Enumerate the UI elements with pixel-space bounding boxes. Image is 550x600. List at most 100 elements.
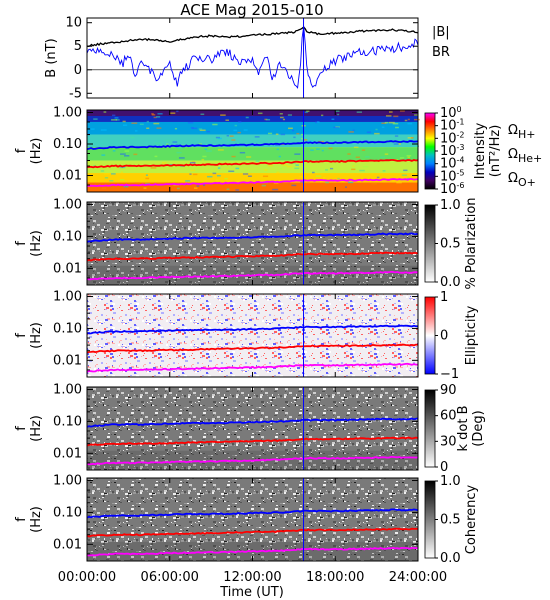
heatmap-cell [150,167,157,169]
colorbar-tick-label: 1 [440,290,448,305]
heatmap-cell [410,137,414,139]
x-tick-label: 18:00:00 [306,570,364,585]
heatmap-cell [231,139,236,141]
panel-b-field: -5 0 5 10 B (nT) |B| BR [44,16,450,102]
heatmap-cell [366,131,372,134]
heatmap-cell [267,132,273,135]
heatmap-band [87,147,418,161]
heatmap-cell [381,126,385,128]
colorbar-tick-label: 0.0 [440,275,461,290]
gyro-line-Oplus [86,178,419,188]
heatmap-cell [191,127,198,130]
heatmap-cell [234,124,238,127]
heatmap-cell [109,180,114,182]
heatmap-cell [91,128,95,130]
heatmap-cell [279,167,283,170]
colorbar-scale [424,112,436,190]
colorbar-scale [424,204,436,283]
colorbar-tick-label: 1.0 [440,474,461,489]
y-axis-label-unit: (Hz) [29,322,44,349]
gyro-line-Oplus [86,546,419,557]
heatmap-cell [291,143,294,146]
heatmap-cell [399,110,405,112]
gyro-line-Hplus [86,324,419,335]
heatmap-cell [154,142,161,145]
heatmap-cell [242,173,249,175]
heatmap-cell [192,173,198,176]
heatmap-cell [189,173,192,175]
heatmap-cell [228,170,235,173]
heatmap-cell [157,113,163,115]
heatmap-cell [328,147,333,150]
heatmap-cell [307,182,310,184]
heatmap-cell [376,176,380,179]
heatmap-cell [333,178,337,181]
legend-b-magnitude: |B| [432,25,450,40]
colorbar-label: Coherency [464,484,479,554]
x-tick-label: 00:00:00 [58,570,116,585]
gyro-line-Hplus [86,232,419,243]
heatmap-cell [352,129,355,132]
heatmap-cell [380,156,385,159]
heatmap-cell [204,148,208,151]
heatmap-cell [100,129,107,131]
heatmap-cell [361,149,366,151]
heatmap-cell [154,155,158,158]
chart-title: ACE Mag 2015-010 [180,1,323,19]
gyro-line-Oplus [86,362,418,373]
heatmap-cell [145,177,150,180]
heatmap-cell [295,164,299,166]
y-axis-label: f [14,517,29,522]
heatmap-cell [164,139,171,142]
heatmap-cell [176,187,180,190]
gyro-line-Hplus [86,417,419,428]
heatmap-cell [347,181,354,184]
series-b-magnitude [86,26,419,47]
y-tick-label: 1.00 [53,105,82,120]
heatmap-band [87,121,418,135]
heatmap-cell [139,123,144,126]
heatmap-cell [306,110,310,113]
heatmap-cell [166,143,169,145]
gyro-line-Oplus [86,270,419,281]
heatmap-cell [93,165,96,167]
y-axis-label-unit: (Hz) [29,230,44,257]
heatmap-cell [404,119,408,122]
heatmap-cell [229,135,234,137]
colorbar-tick-label: 0.0 [440,551,461,566]
colorbar-tick-label: 0 [440,460,448,475]
legend-b-r: BR [432,45,450,60]
heatmap-cell [325,181,329,184]
heatmap-cell [352,165,355,167]
heatmap-cell [314,121,318,124]
y-tick-label: 0.10 [53,137,82,152]
heatmap-cell [243,129,248,131]
y-tick-label: 0.01 [53,353,82,368]
heatmap-cell [279,113,283,115]
x-tick-label: 06:00:00 [141,570,199,585]
heatmap-cell [265,118,271,121]
heatmap-cell [237,131,241,134]
heatmap-cell [300,133,304,136]
x-tick-label: 12:00:00 [223,570,281,585]
heatmap-cell [276,148,279,151]
heatmap-cell [333,126,340,129]
heatmap-cell [407,122,413,125]
heatmap-cell [296,132,300,135]
heatmap-cell [100,170,105,172]
heatmap-cell [217,167,221,169]
heatmap-cell [385,115,392,117]
heatmap-cell [280,116,284,119]
series-b-r [86,26,419,89]
heatmap-cell [275,144,281,146]
y-axis-label: B (nT) [44,38,59,77]
colorbar-scale [424,389,436,468]
heatmap-cell [212,123,218,126]
y-axis-label: f [14,333,29,338]
heatmap-cell [215,179,220,181]
y-axis-label-unit: (Hz) [29,415,44,442]
heatmap-cell [153,116,157,119]
heatmap-cell [207,175,213,178]
heatmap-cell [189,161,196,164]
